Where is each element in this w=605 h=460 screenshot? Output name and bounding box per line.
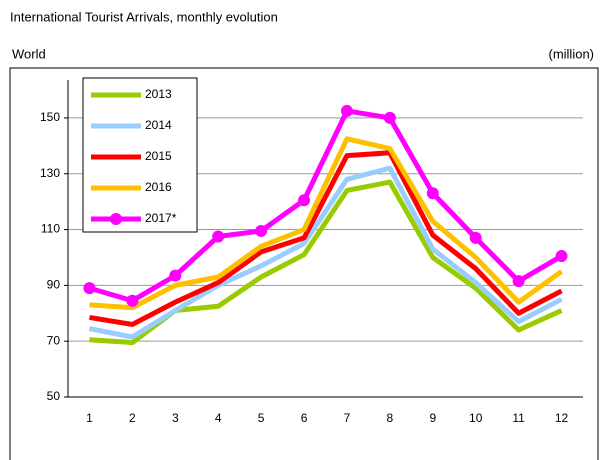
series-marker [426,187,439,200]
chart-frame [9,67,599,460]
y-tick-label: 150 [40,110,60,124]
series-marker [169,269,182,282]
legend-label: 2013 [145,87,172,101]
series-marker [512,275,525,288]
series-marker [83,282,96,295]
series-marker [126,294,139,307]
legend-label: 2016 [145,180,172,194]
x-tick-label: 8 [387,411,394,425]
series-line [89,150,563,327]
y-tick-label: 50 [47,389,61,403]
x-tick-label: 12 [555,411,569,425]
x-tick-label: 1 [86,411,93,425]
series-marker [383,111,396,124]
y-axis-label: (million) [549,46,595,61]
x-tick-label: 5 [258,411,265,425]
series-line [89,136,563,311]
series-marker [298,194,311,207]
series-marker [555,250,568,263]
x-tick-label: 9 [429,411,436,425]
legend-label: 2015 [145,149,172,163]
series-marker [212,230,225,243]
y-tick-label: 110 [41,222,60,236]
x-tick-label: 3 [172,411,179,425]
series-marker [255,224,268,237]
x-tick-label: 6 [301,411,308,425]
legend-label: 2014 [145,118,172,132]
legend-marker [110,213,122,225]
x-tick-label: 10 [469,411,483,425]
chart-subtitle: World [12,46,46,61]
x-tick-label: 4 [215,411,222,425]
y-tick-label: 90 [47,278,61,292]
series-line [88,165,563,340]
x-tick-label: 11 [512,411,525,425]
x-tick-label: 7 [344,411,351,425]
series-marker [469,231,482,244]
y-tick-label: 70 [47,333,61,347]
series-line [88,108,563,304]
series-marker [340,104,353,117]
legend-label: 2017* [145,211,177,225]
x-tick-label: 2 [129,411,136,425]
y-tick-label: 130 [40,166,60,180]
chart-title: International Tourist Arrivals, monthly … [10,9,278,24]
